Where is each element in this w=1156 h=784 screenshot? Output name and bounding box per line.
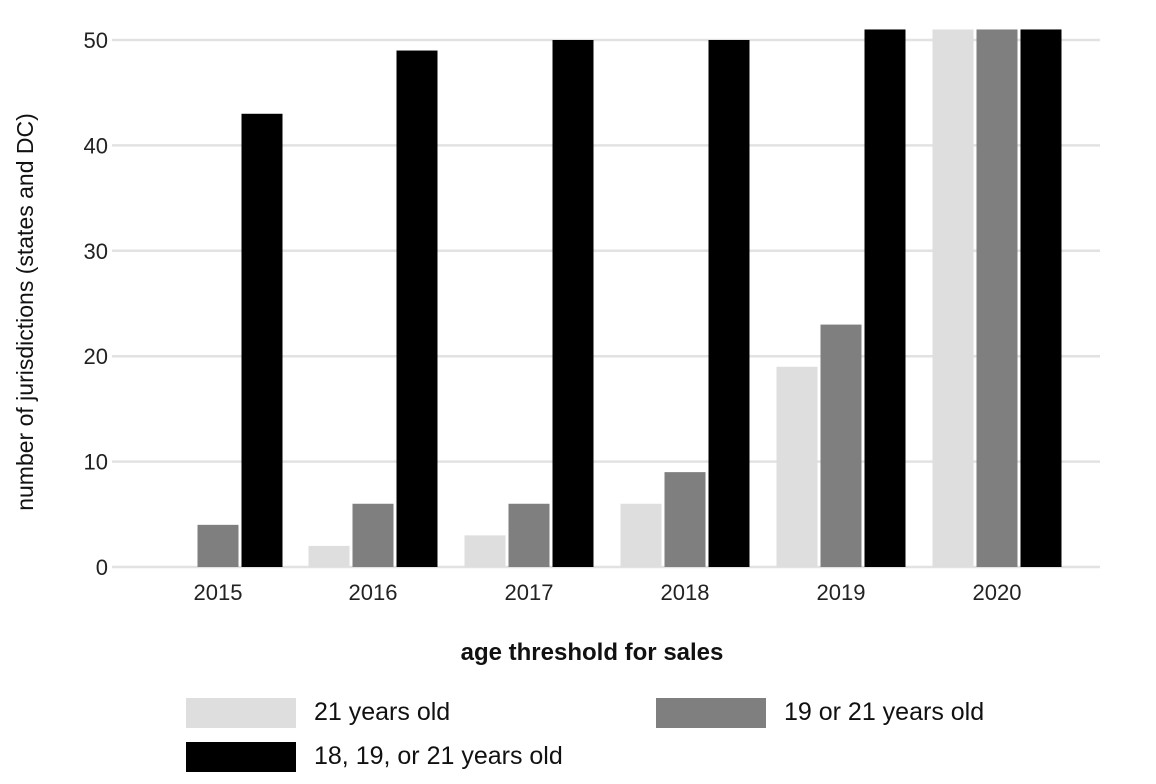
legend-swatch (656, 698, 766, 728)
legend-swatch (186, 742, 296, 772)
bars (197, 29, 1062, 568)
y-tick-label: 10 (84, 450, 108, 475)
bar-2019-series-2 (820, 324, 862, 567)
bar-2019-series-3 (864, 29, 906, 567)
bar-2018-series-3 (708, 40, 750, 567)
bar-2015-series-3 (241, 113, 283, 567)
y-tick-label: 20 (84, 344, 108, 369)
bar-2016-series-2 (352, 503, 394, 567)
y-axis-ticks: 0 10 20 30 40 50 (84, 28, 108, 580)
legend-label: 18, 19, or 21 years old (314, 742, 563, 770)
legend-label: 21 years old (314, 698, 450, 726)
y-tick-label: 30 (84, 239, 108, 264)
bar-2018-series-2 (664, 472, 706, 567)
x-tick-label: 2015 (194, 580, 243, 605)
bar-2016-series-3 (396, 50, 438, 568)
x-axis-ticks: 2015 2016 2017 2018 2019 2020 (194, 580, 1022, 605)
x-tick-label: 2016 (349, 580, 398, 605)
bar-2015-series-2 (197, 524, 239, 567)
bar-2020-series-2 (976, 29, 1018, 567)
bar-2017-series-1 (464, 535, 506, 567)
legend-item-2: 19 or 21 years old (656, 698, 984, 728)
legend-title: age threshold for sales (461, 639, 724, 666)
x-tick-label: 2020 (973, 580, 1022, 605)
bar-2018-series-1 (620, 503, 662, 567)
bar-2020-series-1 (932, 29, 974, 567)
y-tick-label: 0 (96, 555, 108, 580)
x-tick-label: 2019 (817, 580, 866, 605)
bar-2020-series-3 (1020, 29, 1062, 567)
x-tick-label: 2018 (661, 580, 710, 605)
legend-item-3: 18, 19, or 21 years old (186, 742, 563, 772)
y-axis-title: number of jurisdictions (states and DC) (12, 113, 38, 511)
bar-2017-series-2 (508, 503, 550, 567)
bar-2017-series-3 (552, 40, 594, 567)
bar-2016-series-1 (308, 545, 350, 567)
y-tick-label: 40 (84, 133, 108, 158)
legend: 21 years old 19 or 21 years old 18, 19, or… (186, 698, 984, 772)
legend-swatch (186, 698, 296, 728)
legend-item-1: 21 years old (186, 698, 450, 728)
legend-label: 19 or 21 years old (784, 698, 984, 726)
bar-2019-series-1 (776, 366, 818, 567)
y-tick-label: 50 (84, 28, 108, 53)
x-tick-label: 2017 (505, 580, 554, 605)
